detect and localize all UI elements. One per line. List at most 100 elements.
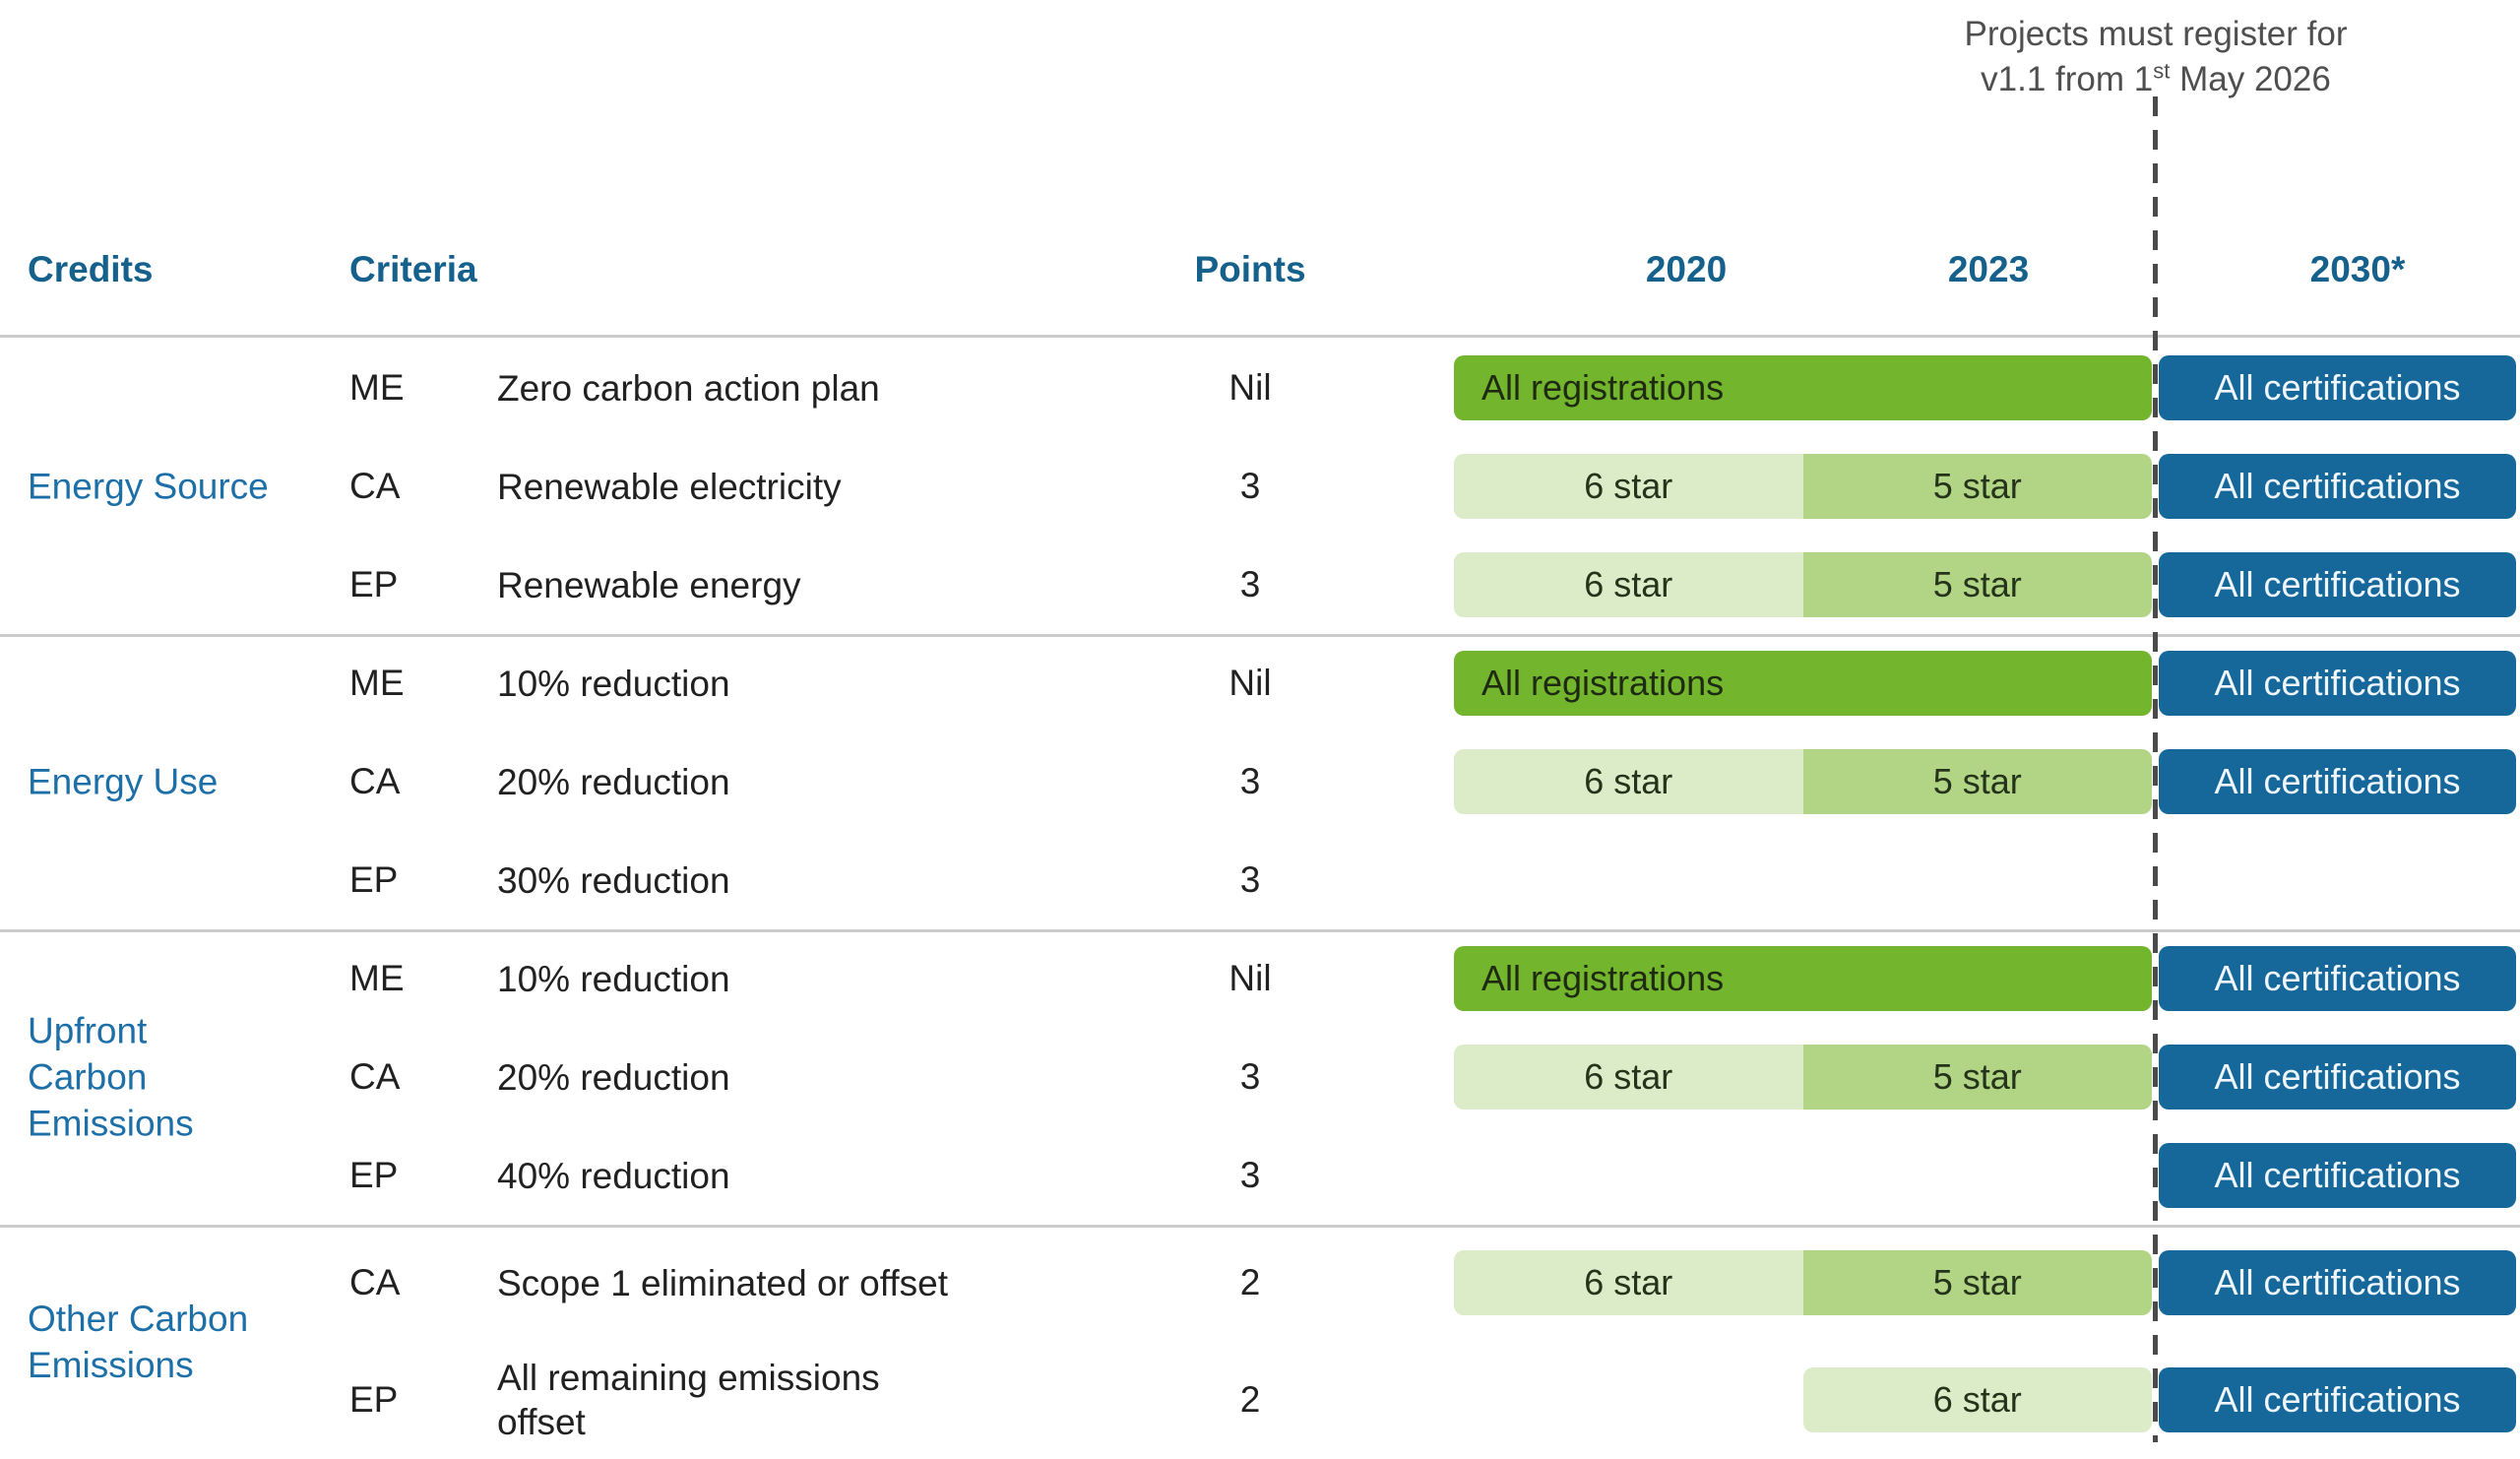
- five-star-bar: 5 star: [1802, 1250, 2152, 1316]
- table-row: EP Renewable energy 3 6 star 5 star All …: [0, 536, 2520, 634]
- registration-deadline-note: Projects must register for v1.1 from 1st…: [1851, 12, 2461, 102]
- criteria-description: 30% reduction: [497, 859, 730, 901]
- timeline-bar-2020-2023: All registrations: [1454, 651, 2152, 716]
- criteria-code: ME: [349, 663, 405, 703]
- criteria-code: EP: [349, 1378, 399, 1420]
- table-row: CA 20% reduction 3 6 star 5 star All cer…: [0, 732, 2520, 831]
- table-row: EP 30% reduction 3: [0, 831, 2520, 929]
- column-header-2020: 2020: [1645, 249, 1728, 289]
- credit-group-energy-source: Energy Source ME Zero carbon action plan…: [0, 339, 2520, 634]
- criteria-description: 10% reduction: [497, 958, 730, 999]
- registration-deadline-dashed-line: [2153, 96, 2158, 1442]
- criteria-code: CA: [349, 1056, 401, 1097]
- criteria-description: Zero carbon action plan: [497, 367, 880, 409]
- group-label: Energy Source: [28, 466, 269, 507]
- all-certifications-bar: All certifications: [2159, 1250, 2516, 1316]
- points-value: Nil: [1228, 367, 1272, 408]
- table-row: ME 10% reduction Nil All registrations A…: [0, 634, 2520, 732]
- table-row: EP All remaining emissions offset 2 6 st…: [0, 1342, 2520, 1459]
- points-value: 3: [1239, 1155, 1261, 1195]
- note-line1: Projects must register for: [1964, 15, 2348, 53]
- timeline-bar-2020-2023: 6 star 5 star: [1454, 749, 2152, 814]
- column-header-points: Points: [1194, 249, 1306, 289]
- timeline-bar-2023: 6 star: [1454, 1366, 2152, 1432]
- six-star-bar: 6 star: [1454, 552, 1803, 617]
- five-star-bar: 5 star: [1802, 552, 2152, 617]
- criteria-description: All remaining emissions offset: [497, 1357, 880, 1442]
- credit-group-energy-use: Energy Use ME 10% reduction Nil All regi…: [0, 634, 2520, 929]
- five-star-bar: 5 star: [1802, 1045, 2152, 1110]
- criteria-description: Scope 1 eliminated or offset: [497, 1262, 948, 1303]
- six-star-bar: 6 star: [1454, 454, 1803, 519]
- points-value: 3: [1239, 859, 1261, 900]
- criteria-code: ME: [349, 367, 405, 408]
- table-body: Energy Source ME Zero carbon action plan…: [0, 339, 2520, 1458]
- criteria-description: 10% reduction: [497, 663, 730, 704]
- all-certifications-bar: All certifications: [2159, 1143, 2516, 1208]
- separator-line: [0, 335, 2520, 338]
- column-header-2023: 2023: [1947, 249, 2030, 289]
- timeline-bar-2020-2023: 6 star 5 star: [1454, 1045, 2152, 1110]
- criteria-description: 40% reduction: [497, 1155, 730, 1196]
- points-value: 3: [1239, 564, 1261, 604]
- five-star-bar: 5 star: [1802, 749, 2152, 814]
- six-star-bar: 6 star: [1454, 749, 1803, 814]
- bar-spacer: [1454, 1367, 1803, 1432]
- timeline-bar-2020-2023: 6 star 5 star: [1454, 1250, 2152, 1316]
- separator-line: [0, 1225, 2520, 1228]
- all-certifications-bar: All certifications: [2159, 749, 2516, 814]
- five-star-bar: 5 star: [1802, 454, 2152, 519]
- points-value: 2: [1239, 1378, 1261, 1420]
- timeline-bar-2020-2023: 6 star 5 star: [1454, 552, 2152, 617]
- table-row: CA 20% reduction 3 6 star 5 star All cer…: [0, 1028, 2520, 1126]
- credit-group-upfront-carbon-emissions: Upfront Carbon Emissions ME 10% reductio…: [0, 929, 2520, 1225]
- ordinal-superscript: st: [2153, 58, 2171, 84]
- credit-group-other-carbon-emissions: Other Carbon Emissions CA Scope 1 elimin…: [0, 1225, 2520, 1458]
- points-value: 3: [1239, 761, 1261, 801]
- criteria-code: CA: [349, 761, 401, 801]
- criteria-code: CA: [349, 1262, 401, 1303]
- group-label: Upfront Carbon Emissions: [28, 1010, 194, 1144]
- separator-line: [0, 634, 2520, 637]
- all-registrations-bar: All registrations: [1454, 946, 2152, 1011]
- all-certifications-bar: All certifications: [2159, 1366, 2516, 1432]
- all-registrations-bar: All registrations: [1454, 651, 2152, 716]
- table-row: EP 40% reduction 3 All certifications: [0, 1126, 2520, 1225]
- criteria-description: Renewable energy: [497, 564, 801, 605]
- points-value: 3: [1239, 466, 1261, 506]
- all-certifications-bar: All certifications: [2159, 651, 2516, 716]
- separator-line: [0, 929, 2520, 932]
- criteria-code: CA: [349, 466, 401, 506]
- six-star-bar: 6 star: [1454, 1045, 1803, 1110]
- all-certifications-bar: All certifications: [2159, 355, 2516, 420]
- group-label: Other Carbon Emissions: [28, 1298, 249, 1385]
- six-star-bar: 6 star: [1802, 1366, 2152, 1432]
- table-row: ME 10% reduction Nil All registrations A…: [0, 929, 2520, 1028]
- column-header-2030: 2030*: [2309, 249, 2406, 289]
- timeline-bar-2020-2023: All registrations: [1454, 355, 2152, 420]
- criteria-description: 20% reduction: [497, 761, 730, 802]
- table-row: CA Renewable electricity 3 6 star 5 star…: [0, 437, 2520, 536]
- column-header-credits: Credits: [28, 249, 154, 289]
- criteria-code: ME: [349, 958, 405, 998]
- points-value: 3: [1239, 1056, 1261, 1097]
- six-star-bar: 6 star: [1454, 1250, 1803, 1316]
- points-value: 2: [1239, 1262, 1261, 1303]
- all-registrations-bar: All registrations: [1454, 355, 2152, 420]
- points-value: Nil: [1228, 663, 1272, 703]
- criteria-description: Renewable electricity: [497, 466, 842, 507]
- table-row: ME Zero carbon action plan Nil All regis…: [0, 339, 2520, 437]
- points-value: Nil: [1228, 958, 1272, 998]
- all-certifications-bar: All certifications: [2159, 454, 2516, 519]
- group-label: Energy Use: [28, 761, 219, 802]
- criteria-code: EP: [349, 859, 399, 900]
- table-row: CA Scope 1 eliminated or offset 2 6 star…: [0, 1225, 2520, 1342]
- criteria-code: EP: [349, 1155, 399, 1195]
- timeline-bar-2020-2023: 6 star 5 star: [1454, 454, 2152, 519]
- note-line2: v1.1 from 1st May 2026: [1981, 58, 2331, 98]
- criteria-description: 20% reduction: [497, 1056, 730, 1098]
- timeline-bar-2020-2023: All registrations: [1454, 946, 2152, 1011]
- all-certifications-bar: All certifications: [2159, 946, 2516, 1011]
- column-header-criteria: Criteria: [349, 249, 477, 289]
